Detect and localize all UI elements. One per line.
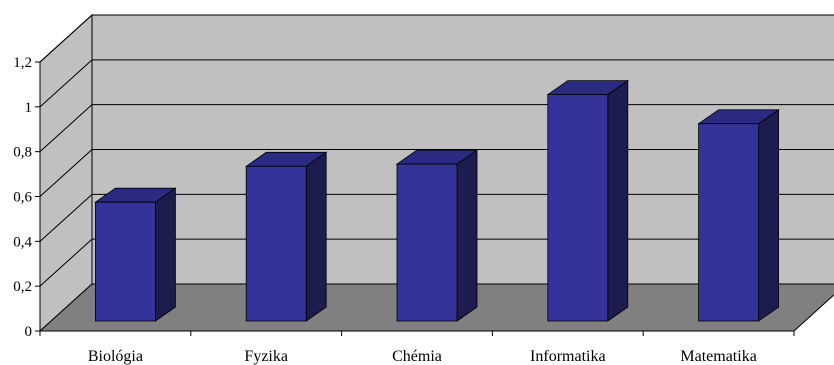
bar-chémia [395,149,479,322]
x-category-label: Chémia [392,348,442,365]
bar-front [95,201,156,322]
x-category-label: Biológia [88,348,143,365]
bar-front [547,94,609,322]
bar-front [245,165,307,322]
y-tick-label: 0 [25,324,33,340]
bar-informatika [546,79,630,322]
y-tick-label: 0,8 [13,145,32,161]
bar-side [607,79,629,322]
bar-matematika [697,108,780,322]
gridline [39,59,834,108]
bar-side [456,149,478,322]
y-tick-label: 1,2 [13,55,32,71]
bar-front [698,123,759,322]
y-tick-label: 0,2 [13,279,32,295]
gridline [39,14,834,63]
x-category-label: Matematika [680,348,756,365]
bar-biológia [94,187,177,322]
bar-front [396,163,458,322]
x-category-label: Fyzika [244,348,288,365]
y-tick-label: 0,4 [13,234,32,250]
y-tick-label: 1 [25,100,33,116]
x-category-label: Informatika [530,348,606,365]
bars [94,79,780,322]
bar-side [154,187,176,322]
x-axis-labels: Biológia Fyzika Chémia Informatika Matematik… [88,348,757,365]
y-axis: 0 0,2 0,4 0,6 0,8 1 1,2 [13,55,795,340]
bar-fyzika [244,151,328,322]
bar-side [758,108,779,322]
bar-side [305,151,327,322]
y-tick-label: 0,6 [13,190,32,206]
